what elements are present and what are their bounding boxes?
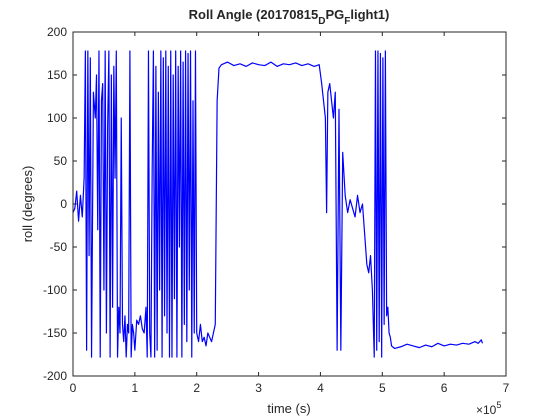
y-tick-label: -100 xyxy=(43,283,67,297)
title-part: Roll Angle (20170815 xyxy=(189,7,319,22)
x-axis-label: time (s) xyxy=(267,401,310,416)
title-subscript: F xyxy=(344,16,350,27)
y-tick-label: -150 xyxy=(43,326,67,340)
y-tick-label: 0 xyxy=(60,197,67,211)
y-tick-label: 50 xyxy=(54,154,68,168)
exponent-base: ×10 xyxy=(476,403,497,417)
y-tick-label: -200 xyxy=(43,369,67,383)
y-tick-label: 150 xyxy=(47,68,67,82)
title-part: PG xyxy=(325,7,344,22)
x-tick-label: 6 xyxy=(441,381,448,395)
x-tick-label: 3 xyxy=(255,381,262,395)
chart-title: Roll Angle (20170815DPGFlight1) xyxy=(189,7,390,27)
x-tick-label: 0 xyxy=(70,381,77,395)
data-line xyxy=(72,50,484,358)
x-tick-label: 7 xyxy=(503,381,510,395)
axes-box xyxy=(72,31,507,377)
y-tick-label: 200 xyxy=(47,25,67,39)
x-tick-label: 5 xyxy=(379,381,386,395)
exponent-power: 5 xyxy=(496,400,501,410)
y-axis-label: roll (degrees) xyxy=(20,166,35,243)
x-tick-label: 1 xyxy=(132,381,139,395)
x-exponent: ×105 xyxy=(476,400,501,417)
title-part: light1) xyxy=(350,7,389,22)
y-tick-label: -50 xyxy=(50,240,68,254)
x-tick-label: 4 xyxy=(317,381,324,395)
x-tick-label: 2 xyxy=(193,381,200,395)
y-tick-label: 100 xyxy=(47,111,67,125)
title-subscript: D xyxy=(318,16,325,27)
